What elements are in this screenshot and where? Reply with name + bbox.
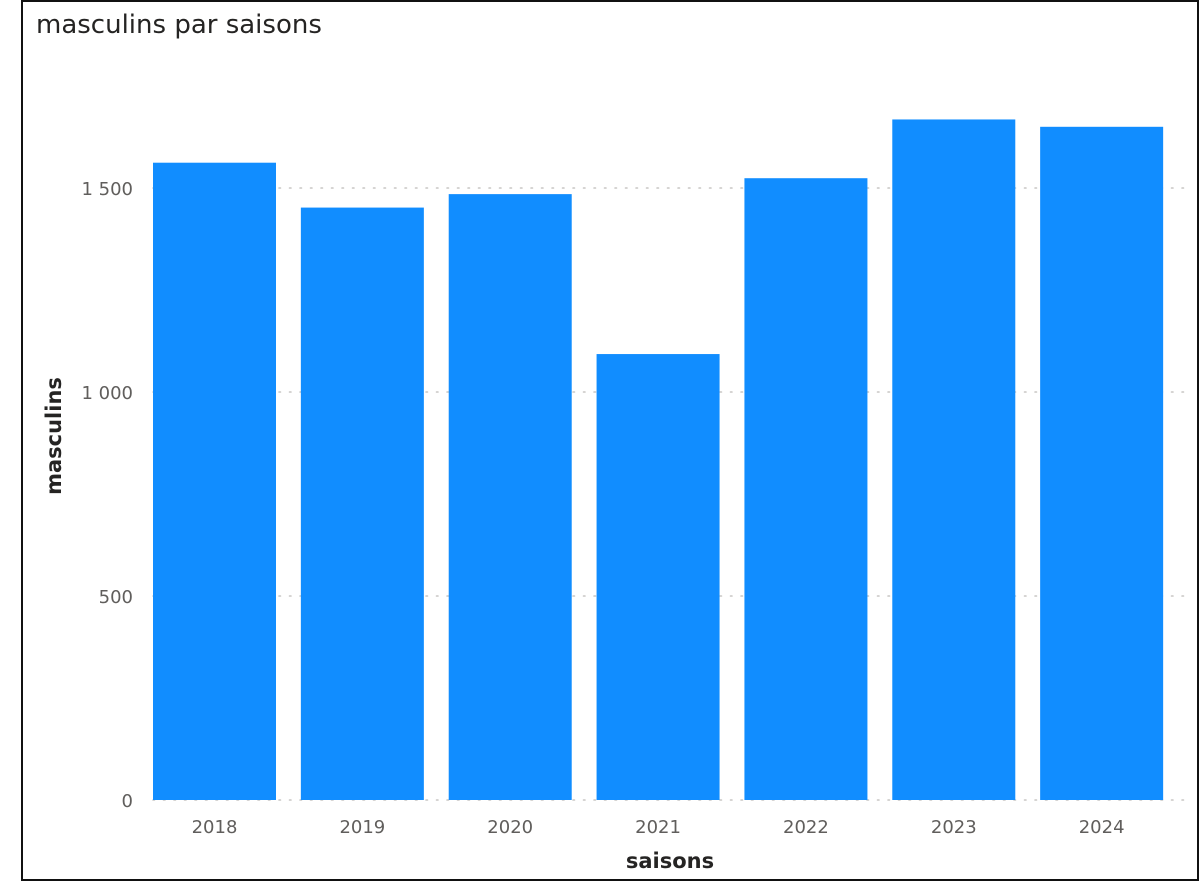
- bar-2023[interactable]: [892, 119, 1016, 801]
- y-axis-title: masculins: [42, 377, 66, 495]
- x-tick-label: 2023: [931, 817, 977, 838]
- gridlines: [152, 187, 1189, 801]
- y-tick-label: 0: [122, 791, 133, 812]
- bar-2022[interactable]: [744, 178, 868, 800]
- x-tick-label: 2019: [339, 817, 385, 838]
- x-tick-label: 2018: [192, 817, 238, 838]
- y-axis-ticks: 0 500 1 000 1 500: [81, 179, 133, 812]
- bars: [153, 119, 1164, 801]
- x-tick-label: 2021: [635, 817, 681, 838]
- bar-2021[interactable]: [596, 354, 720, 800]
- y-tick-label: 500: [99, 587, 133, 608]
- x-axis-ticks: 2018 2019 2020 2021 2022 2023 2024: [192, 817, 1125, 838]
- y-tick-label: 1 500: [81, 179, 133, 200]
- x-axis-title: saisons: [626, 849, 714, 873]
- x-tick-label: 2024: [1079, 817, 1125, 838]
- x-tick-label: 2020: [487, 817, 533, 838]
- bar-2020[interactable]: [448, 194, 572, 800]
- chart-title: masculins par saisons: [36, 10, 322, 40]
- bar-2019[interactable]: [300, 207, 424, 801]
- x-tick-label: 2022: [783, 817, 829, 838]
- bar-2018[interactable]: [153, 162, 276, 801]
- bar-2024[interactable]: [1040, 126, 1164, 801]
- y-tick-label: 1 000: [81, 383, 133, 404]
